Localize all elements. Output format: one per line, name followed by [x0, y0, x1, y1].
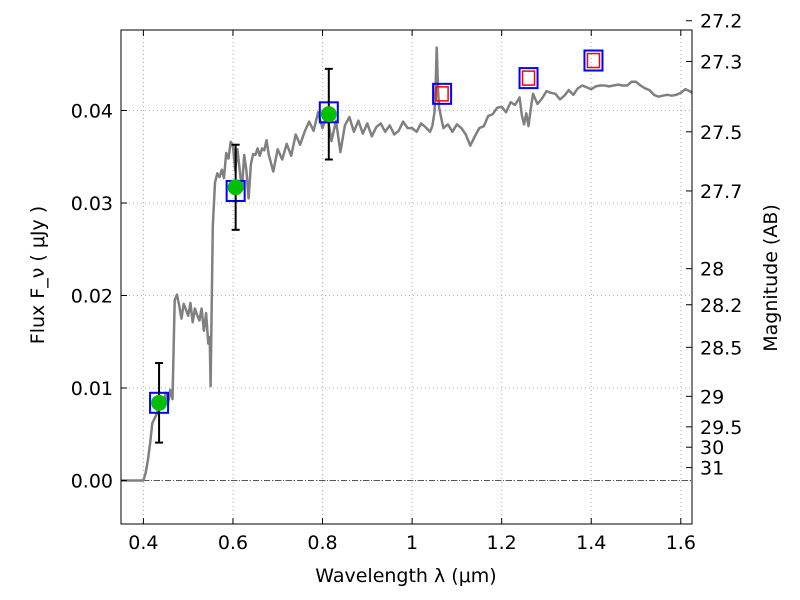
axis-ticks: [121, 20, 692, 524]
error-bars: [155, 67, 333, 444]
photometry-point: [151, 394, 168, 411]
x-axis-label: Wavelength λ (μm): [315, 565, 496, 587]
y-tick-label: 0.02: [71, 286, 113, 308]
plot-frame: [120, 29, 693, 525]
y-tick-label: 0.01: [71, 378, 113, 400]
x-tick-label: 1: [406, 532, 418, 554]
model-flux-square: [432, 82, 453, 105]
model-flux-inner-square: [435, 86, 449, 102]
x-tick-labels: 0.4 0.6 0.8 1 1.2 1.4 1.6: [128, 532, 696, 554]
y-tick-label: 0.03: [71, 193, 113, 215]
grid-lines: [121, 30, 692, 524]
right-tick-label: 27.7: [700, 181, 742, 203]
x-tick-label: 1.2: [487, 532, 517, 554]
y-tick-label: 0.00: [71, 471, 113, 493]
photometry-point: [227, 179, 244, 196]
right-tick-label: 29: [700, 386, 724, 408]
right-tick-label: 30: [700, 437, 724, 459]
right-tick-label: 27.3: [700, 51, 742, 73]
spectrum-line: [121, 46, 693, 482]
model-flux-inner-square: [586, 52, 601, 69]
y-axis-label: Flux F_ν ( μJy ): [27, 206, 49, 344]
x-tick-label: 1.4: [576, 532, 606, 554]
x-tick-label: 0.4: [128, 532, 158, 554]
x-tick-label: 1.6: [666, 532, 696, 554]
model-flux-inner-square: [521, 70, 536, 86]
right-tick-label: 31: [700, 458, 724, 480]
right-tick-label: 28.2: [700, 295, 742, 317]
y-tick-labels: 0.00 0.01 0.02 0.03 0.04: [71, 100, 113, 492]
x-tick-label: 0.6: [218, 532, 248, 554]
y-tick-label: 0.04: [71, 100, 113, 122]
right-tick-label: 28.5: [700, 337, 742, 359]
right-tick-label: 28: [700, 259, 724, 281]
right-tick-label: 27.2: [700, 11, 742, 33]
photometry-points: [151, 106, 337, 411]
photometry-point: [320, 106, 337, 123]
model-flux-squares: [149, 49, 604, 414]
model-flux-square: [583, 49, 604, 72]
right-axis-label: Magnitude (AB): [760, 204, 782, 352]
right-tick-label: 27.5: [700, 122, 742, 144]
x-tick-label: 0.8: [307, 532, 337, 554]
right-tick-label: 29.5: [700, 417, 742, 439]
model-flux-square: [518, 67, 539, 90]
